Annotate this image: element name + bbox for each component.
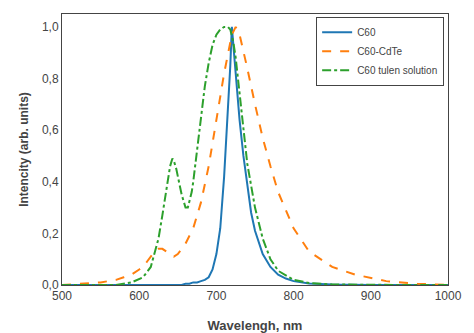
svg-text:900: 900 <box>361 289 381 303</box>
svg-text:700: 700 <box>206 289 226 303</box>
svg-text:1000: 1000 <box>435 289 462 303</box>
svg-text:0,8: 0,8 <box>42 72 59 86</box>
svg-text:0,0: 0,0 <box>42 278 59 292</box>
svg-text:0,2: 0,2 <box>42 227 59 241</box>
svg-text:600: 600 <box>129 289 149 303</box>
svg-text:1,0: 1,0 <box>42 20 59 34</box>
svg-text:C60 tulen solution: C60 tulen solution <box>357 65 437 76</box>
svg-text:C60: C60 <box>357 27 376 38</box>
svg-text:C60-CdTe: C60-CdTe <box>357 46 402 57</box>
svg-text:500: 500 <box>52 289 72 303</box>
svg-text:Wavelengh, nm: Wavelengh, nm <box>208 318 303 333</box>
svg-text:800: 800 <box>284 289 304 303</box>
svg-text:Intencity (arb. units): Intencity (arb. units) <box>17 92 31 207</box>
svg-text:0,6: 0,6 <box>42 123 59 137</box>
svg-text:0,4: 0,4 <box>42 175 59 189</box>
